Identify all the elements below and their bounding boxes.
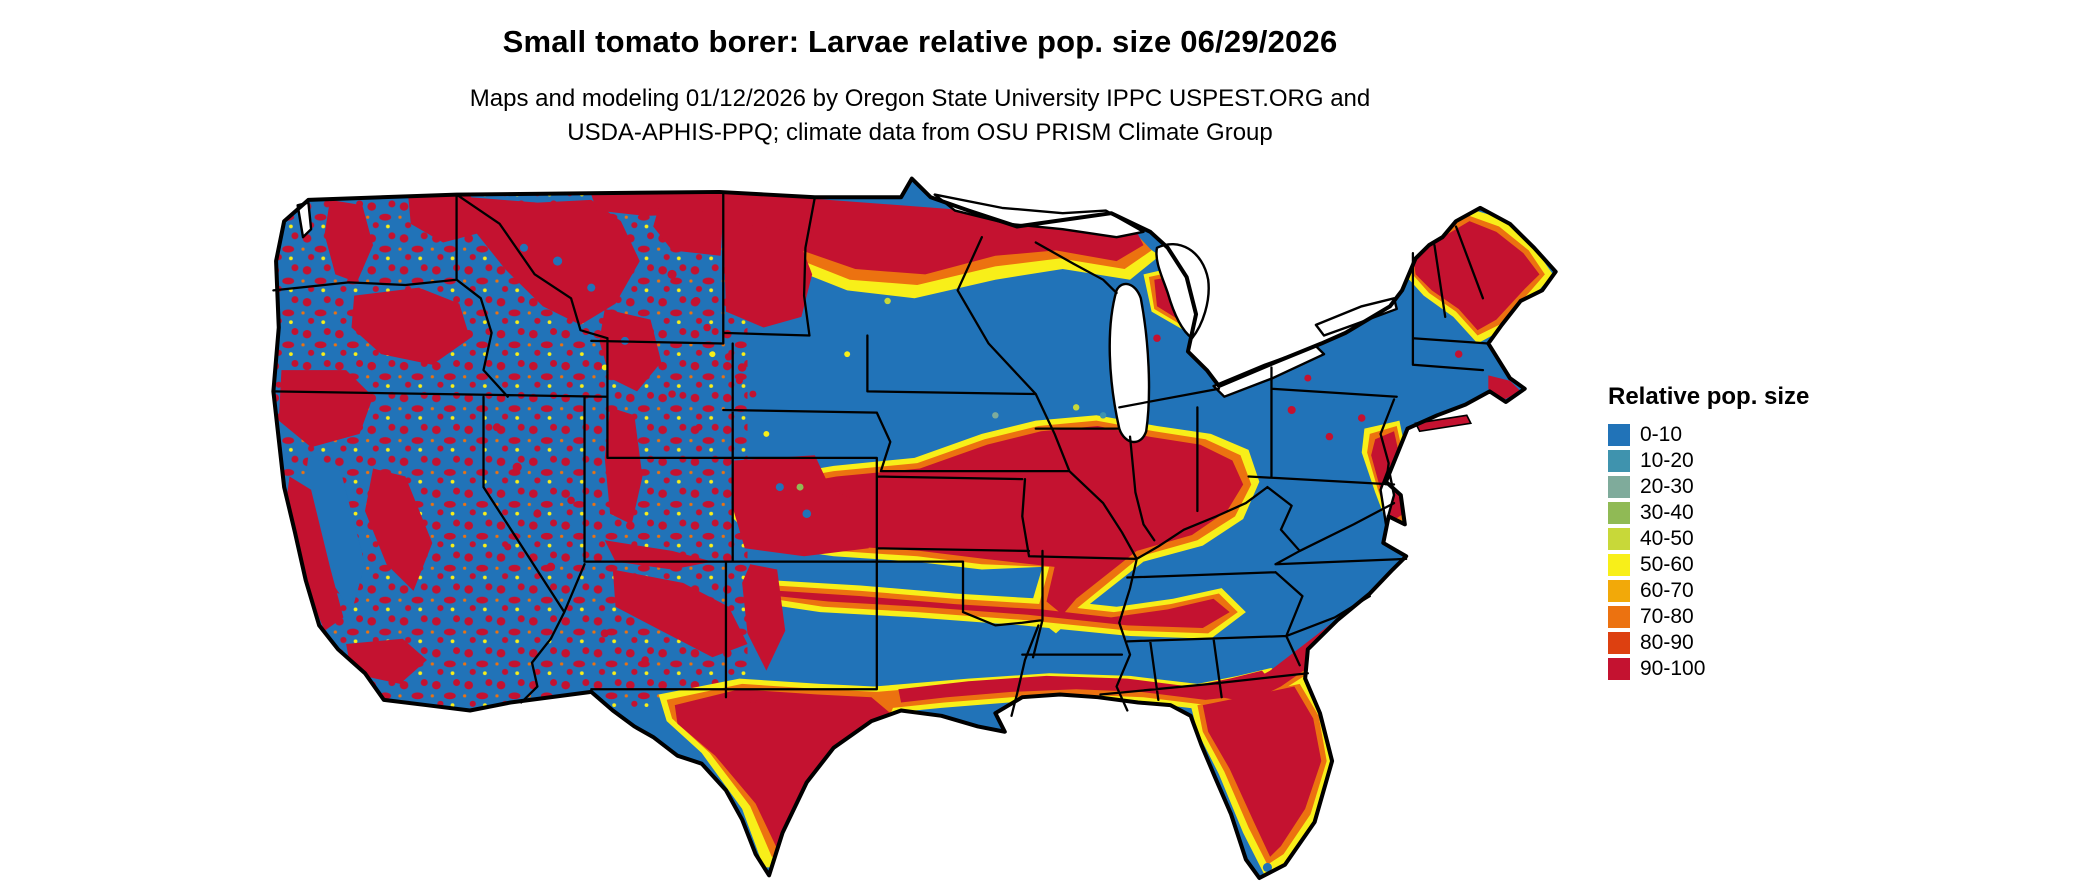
legend-label: 0-10 xyxy=(1640,423,1683,446)
legend-item: 80-90 xyxy=(1608,631,1809,654)
lake-michigan xyxy=(1108,282,1151,444)
legend-swatch xyxy=(1608,449,1630,472)
red-core-layer xyxy=(278,191,1540,857)
long-island xyxy=(1414,414,1473,433)
legend-item: 0-10 xyxy=(1608,423,1809,446)
legend: Relative pop. size 0-10 10-20 20-30 30-4… xyxy=(1608,383,1809,683)
legend-swatch xyxy=(1608,579,1630,602)
subtitle-line-2: USDA-APHIS-PPQ; climate data from OSU PR… xyxy=(567,119,1273,146)
legend-label: 10-20 xyxy=(1640,449,1694,472)
legend-swatch xyxy=(1608,501,1630,524)
subtitle: Maps and modeling 01/12/2026 by Oregon S… xyxy=(0,82,1840,150)
us-map-svg xyxy=(271,176,1558,881)
legend-item: 30-40 xyxy=(1608,501,1809,524)
legend-item: 60-70 xyxy=(1608,579,1809,602)
legend-label: 60-70 xyxy=(1640,579,1694,602)
legend-label: 30-40 xyxy=(1640,501,1694,524)
lake-ontario xyxy=(1314,297,1398,337)
legend-swatch xyxy=(1608,553,1630,576)
page-title: Small tomato borer: Larvae relative pop.… xyxy=(502,24,1338,59)
legend-label: 50-60 xyxy=(1640,553,1694,576)
legend-label: 90-100 xyxy=(1640,657,1706,680)
legend-swatch xyxy=(1608,475,1630,498)
us-map xyxy=(268,168,1588,886)
legend-item: 50-60 xyxy=(1608,553,1809,576)
legend-label: 20-30 xyxy=(1640,475,1694,498)
subtitle-line-1: Maps and modeling 01/12/2026 by Oregon S… xyxy=(469,85,1371,112)
legend-label: 80-90 xyxy=(1640,631,1694,654)
legend-swatch xyxy=(1608,423,1630,446)
legend-swatch xyxy=(1608,605,1630,628)
lake-superior xyxy=(933,193,1145,239)
legend-swatch xyxy=(1608,527,1630,550)
legend-item: 70-80 xyxy=(1608,605,1809,628)
legend-label: 70-80 xyxy=(1640,605,1694,628)
legend-title: Relative pop. size xyxy=(1608,383,1810,410)
legend-item: 20-30 xyxy=(1608,475,1809,498)
lakes xyxy=(296,193,1398,526)
legend-label: 40-50 xyxy=(1640,527,1694,550)
legend-item: 40-50 xyxy=(1608,527,1809,550)
legend-swatch xyxy=(1608,657,1630,680)
legend-item: 90-100 xyxy=(1608,657,1809,680)
legend-item: 10-20 xyxy=(1608,449,1809,472)
legend-swatch xyxy=(1608,631,1630,654)
speckle-layer xyxy=(492,243,1463,872)
us-outline xyxy=(271,176,1558,881)
map-fill-layers xyxy=(273,178,1556,879)
state-borders xyxy=(272,190,1490,717)
